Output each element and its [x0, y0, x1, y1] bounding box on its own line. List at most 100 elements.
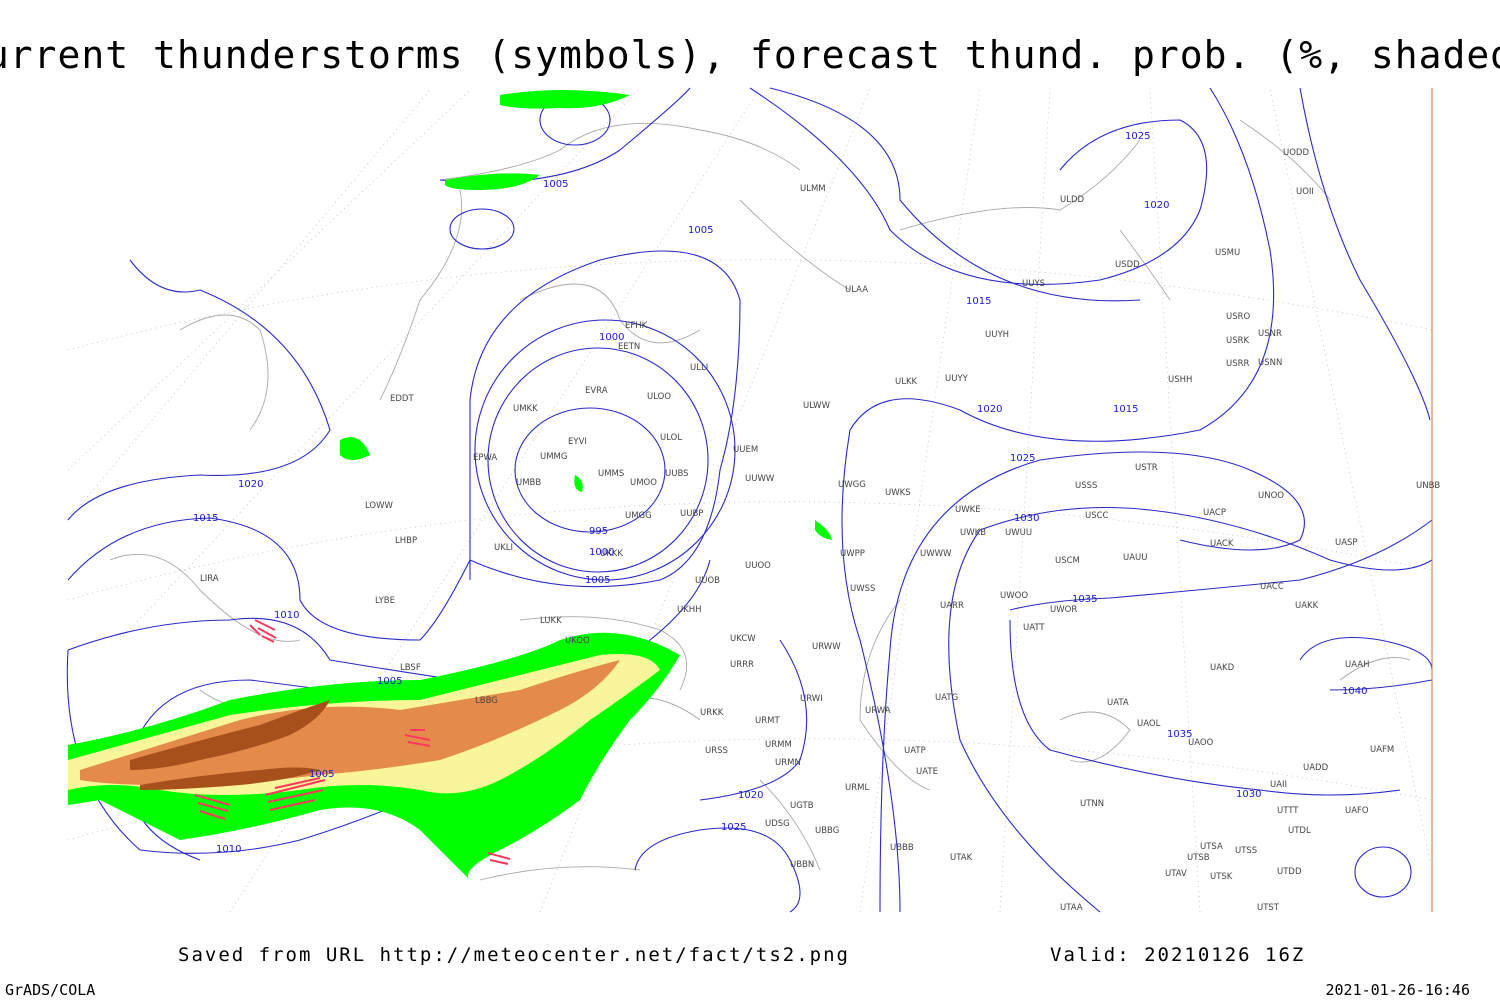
station-label: URWA: [865, 706, 891, 716]
isobar-label: 1025: [1010, 453, 1035, 464]
station-label: UWOO: [1000, 591, 1028, 601]
station-label: UUYY: [945, 374, 969, 384]
station-label: USMU: [1215, 248, 1240, 258]
station-label: UUEM: [733, 445, 758, 455]
station-label: UKOO: [565, 636, 590, 646]
station-label: UATG: [935, 693, 958, 703]
station-label: UNOO: [1258, 491, 1284, 501]
station-label: UTTT: [1277, 806, 1299, 816]
isobar-label: 1005: [543, 179, 568, 190]
station-label: UTSB: [1187, 853, 1210, 863]
thunderstorm-symbol: [487, 852, 511, 865]
isobar-label: 1025: [1125, 131, 1150, 142]
station-label: UTAV: [1165, 869, 1187, 879]
isobar-label: 1005: [688, 225, 713, 236]
station-label: UAUU: [1123, 553, 1147, 563]
station-label: USCC: [1085, 511, 1109, 521]
isobar: [66, 259, 711, 861]
station-label: UKHH: [677, 605, 702, 615]
station-label: UACK: [1210, 539, 1234, 549]
station-label: UAII: [1270, 780, 1287, 790]
station-label: UAOO: [1188, 738, 1214, 748]
station-label: UODD: [1283, 148, 1309, 158]
station-label: UMBB: [516, 478, 541, 488]
isobar-labels: 1005 1005 1025 1020 1015 1000 1015 1020 1025 1020…: [193, 131, 1367, 855]
station-label: USSS: [1075, 481, 1097, 491]
isobar: [514, 407, 666, 533]
station-label: URKK: [700, 708, 724, 718]
station-label: UDSG: [765, 819, 790, 829]
thunderstorm-symbol: [404, 729, 431, 747]
isobar-label: 1020: [738, 790, 763, 801]
station-label: UTSS: [1235, 846, 1257, 856]
station-label: UTST: [1257, 903, 1280, 913]
station-label: UACP: [1203, 508, 1226, 518]
source-url: Saved from URL http://meteocenter.net/fa…: [178, 944, 850, 966]
station-label: USRR: [1226, 359, 1250, 369]
isobar: [879, 87, 1431, 913]
thunderstorm-symbol: [194, 794, 231, 820]
isobar-label: 1020: [238, 479, 263, 490]
station-label: USNN: [1258, 358, 1282, 368]
station-labels: ULMM ULDD USDD UODD UOII USMU UUYS ULAA USRO USRK…: [200, 148, 1440, 913]
isobar-label: 1015: [966, 296, 991, 307]
station-label: UACC: [1260, 582, 1284, 592]
station-label: URRR: [730, 660, 754, 670]
station-label: UBBB: [890, 843, 914, 853]
isobar: [634, 639, 808, 913]
station-label: UKKK: [600, 549, 623, 559]
isobar-label: 1040: [1342, 686, 1367, 697]
station-label: EFHK: [625, 321, 648, 331]
isobar: [474, 319, 736, 581]
isobar-label: 1015: [193, 513, 218, 524]
station-label: UMMG: [540, 452, 567, 462]
station-label: UATE: [916, 767, 938, 777]
station-label: UTAK: [950, 853, 973, 863]
station-label: UWKB: [960, 528, 986, 538]
station-label: URMT: [755, 716, 780, 726]
station-label: ULKK: [895, 377, 918, 387]
station-label: UKCW: [730, 634, 756, 644]
station-label: URWW: [812, 642, 841, 652]
station-label: UATA: [1107, 698, 1129, 708]
isobar-label: 1030: [1236, 789, 1261, 800]
station-label: UTDL: [1288, 826, 1311, 836]
station-label: UGTB: [790, 801, 814, 811]
station-label: USRK: [1226, 336, 1250, 346]
station-label: UWUU: [1005, 528, 1032, 538]
station-label: UMMS: [598, 469, 624, 479]
station-label: UNBB: [1416, 481, 1440, 491]
station-label: USDD: [1115, 260, 1140, 270]
isobar-label: 1010: [216, 844, 241, 855]
isobar: [1299, 637, 1433, 691]
station-label: UWWW: [920, 549, 952, 559]
isobar-label: 1000: [589, 547, 614, 558]
station-label: ULMM: [800, 184, 826, 194]
station-label: UUWW: [745, 474, 775, 484]
station-label: UWKS: [885, 488, 911, 498]
isobar-label: 1035: [1167, 729, 1192, 740]
isobar: [749, 87, 1275, 913]
station-label: ULAA: [845, 285, 868, 295]
station-label: UWPP: [840, 549, 865, 559]
isobar-label: 1030: [1014, 513, 1039, 524]
isobar-label: 1010: [274, 610, 299, 621]
station-label: ULWW: [803, 401, 831, 411]
station-label: UTNN: [1080, 799, 1104, 809]
station-label: ULDD: [1060, 195, 1085, 205]
station-label: UMGG: [625, 511, 652, 521]
station-label: UTDD: [1277, 867, 1302, 877]
station-label: URMM: [765, 740, 792, 750]
shade-highest: [130, 700, 330, 790]
station-label: UADD: [1303, 763, 1329, 773]
isobar: [449, 208, 515, 250]
isobar-label: 1000: [599, 332, 624, 343]
station-label: LYBE: [375, 596, 395, 606]
station-label: UAFO: [1345, 806, 1369, 816]
station-label: EVRA: [585, 386, 608, 396]
station-label: UARR: [940, 601, 964, 611]
station-label: UASP: [1335, 538, 1358, 548]
station-label: USCM: [1055, 556, 1080, 566]
station-label: UKLI: [494, 543, 513, 553]
